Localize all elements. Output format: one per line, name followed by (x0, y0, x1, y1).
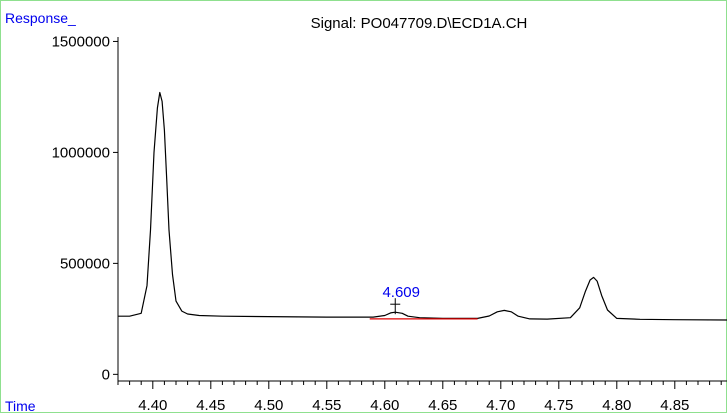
x-tick-label: 4.70 (486, 397, 515, 414)
annotation-layer: 4.609 (382, 284, 420, 315)
y-tick-label: 1500000 (52, 33, 110, 50)
x-tick-label: 4.85 (660, 397, 689, 414)
y-axis-ticks: 0 500000 1000000 1500000 (52, 33, 118, 383)
signal-trace (118, 91, 727, 321)
y-tick-label: 1000000 (52, 144, 110, 161)
x-tick-label: 4.50 (254, 397, 283, 414)
x-axis-ticks: 4.40 4.45 4.50 4.55 4.60 4.65 4.70 4.75 4.80 4.85 (117, 381, 722, 414)
x-tick-label: 4.60 (370, 397, 399, 414)
x-tick-label: 4.40 (138, 397, 167, 414)
y-tick-label: 0 (102, 366, 110, 383)
x-tick-label: 4.80 (602, 397, 631, 414)
chart-title: Signal: PO047709.D\ECD1A.CH (311, 15, 528, 32)
y-axis-title: Response_ (5, 10, 76, 26)
x-tick-label: 4.65 (428, 397, 457, 414)
x-tick-label: 4.55 (312, 397, 341, 414)
x-tick-label: 4.45 (196, 397, 225, 414)
peak-retention-label: 4.609 (382, 284, 420, 301)
y-tick-label: 500000 (60, 255, 110, 272)
series-layer (118, 91, 727, 321)
x-tick-label: 4.75 (544, 397, 573, 414)
axes (117, 37, 727, 382)
x-axis-title: Time (5, 398, 36, 414)
